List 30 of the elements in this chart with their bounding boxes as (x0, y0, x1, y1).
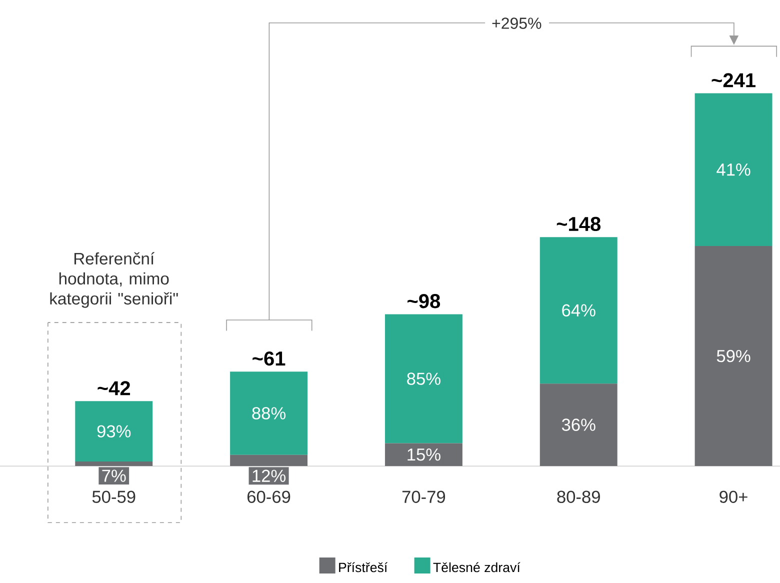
text: +295% (492, 18, 542, 29)
legend-label: Tělesné zdraví (433, 562, 520, 572)
annotation: ~42 (98, 381, 130, 396)
annotation: 88% (252, 407, 286, 420)
annotation: 85% (407, 372, 440, 385)
annotation: ~98 (408, 294, 440, 308)
bar (230, 372, 308, 455)
x-tick-label: 80-89 (557, 490, 600, 503)
x-tick-label: 50-59 (92, 490, 136, 503)
bar (384, 314, 462, 444)
bar (694, 93, 772, 246)
x-tick-label: 60-69 (247, 490, 290, 503)
x-tick-label: 70-79 (402, 490, 446, 503)
bar (540, 237, 618, 384)
annotation: 7% (102, 470, 126, 482)
legend-label: Přístřeší (339, 562, 388, 572)
annotation: ~241 (712, 73, 756, 88)
annotation: 64% (562, 304, 596, 316)
annotation: ~148 (556, 216, 601, 232)
annotation: ~61 (252, 351, 286, 366)
annotation: 41% (716, 164, 750, 176)
annotation: 12% (252, 470, 286, 482)
bar (540, 384, 618, 466)
annotation: 93% (97, 425, 131, 438)
annotation: 15% (408, 448, 440, 461)
annotation: 59% (716, 350, 750, 362)
bar (694, 246, 772, 466)
x-tick-label: 90+ (720, 490, 748, 503)
annotation: 36% (562, 418, 596, 431)
annotation: Referenční hodnota, mimo kategorii "senioři" (50, 252, 178, 308)
